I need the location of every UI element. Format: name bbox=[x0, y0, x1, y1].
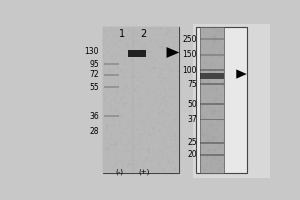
Text: 25: 25 bbox=[187, 138, 197, 147]
Text: 95: 95 bbox=[89, 60, 99, 69]
Bar bbox=[200, 119, 224, 120]
Bar bbox=[104, 74, 119, 76]
Text: 37: 37 bbox=[187, 115, 197, 124]
Bar bbox=[103, 27, 179, 173]
Bar bbox=[104, 86, 119, 88]
Bar bbox=[103, 27, 179, 173]
Bar bbox=[104, 63, 119, 65]
Bar bbox=[193, 24, 270, 178]
Bar bbox=[200, 154, 224, 156]
Bar bbox=[200, 27, 224, 173]
Text: 28: 28 bbox=[90, 127, 99, 136]
Bar bbox=[200, 73, 224, 79]
Text: 36: 36 bbox=[89, 112, 99, 121]
Text: (+): (+) bbox=[139, 168, 150, 175]
Text: 55: 55 bbox=[89, 83, 99, 92]
Text: (-): (-) bbox=[115, 168, 123, 175]
Polygon shape bbox=[236, 69, 247, 79]
Text: 1: 1 bbox=[119, 29, 125, 39]
Text: 75: 75 bbox=[187, 80, 197, 89]
Bar bbox=[128, 50, 146, 57]
Text: 2: 2 bbox=[140, 29, 146, 39]
Text: 250: 250 bbox=[182, 35, 197, 44]
Polygon shape bbox=[167, 47, 179, 58]
Bar bbox=[200, 54, 224, 56]
Bar bbox=[104, 115, 119, 117]
Text: 130: 130 bbox=[85, 47, 99, 56]
Text: 150: 150 bbox=[182, 50, 197, 59]
Text: 20: 20 bbox=[187, 150, 197, 159]
Bar bbox=[200, 38, 224, 40]
Bar bbox=[200, 103, 224, 105]
Bar bbox=[200, 83, 224, 85]
Bar bbox=[200, 142, 224, 144]
Text: 50: 50 bbox=[187, 100, 197, 109]
Bar bbox=[200, 69, 224, 71]
Bar bbox=[196, 27, 247, 173]
Text: 100: 100 bbox=[182, 66, 197, 75]
Text: 72: 72 bbox=[89, 70, 99, 79]
